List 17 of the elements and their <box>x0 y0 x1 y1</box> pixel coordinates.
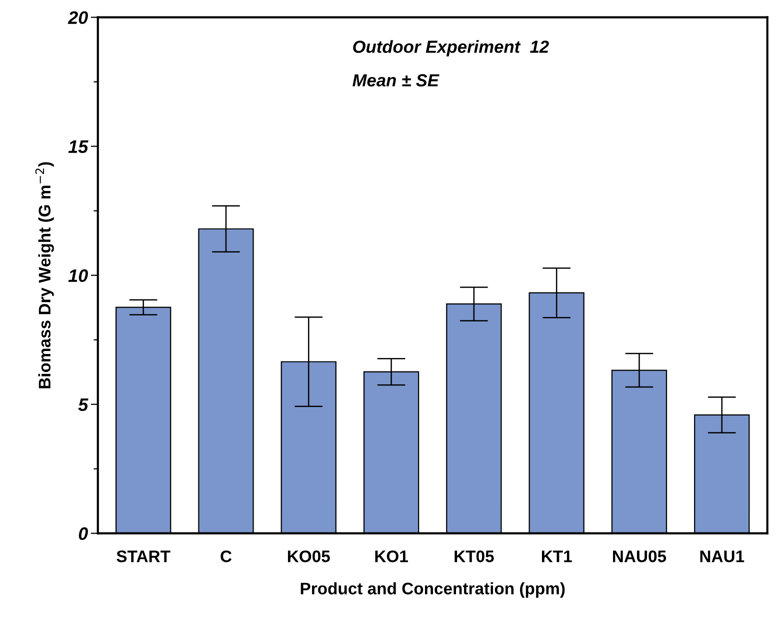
annotation: Outdoor Experiment 12 <box>353 40 549 56</box>
x-tick-label: START <box>116 550 170 562</box>
x-axis-title: Product and Concentration (ppm) <box>300 582 565 598</box>
y-axis-title: Biomass Dry Weight (G m$^{−2}$) <box>35 162 54 388</box>
annotation: Mean ± SE <box>352 74 440 86</box>
x-tick-label: NAU05 <box>613 550 666 562</box>
y-tick-label: 5 <box>78 398 88 412</box>
x-tick-label: C <box>220 550 232 562</box>
x-tick-label: NAU1 <box>700 550 744 562</box>
x-tick-label: KT05 <box>454 550 494 562</box>
y-tick-label: 10 <box>68 269 88 282</box>
x-tick-label: KT1 <box>542 550 572 562</box>
y-tick-label: 20 <box>68 11 88 24</box>
y-tick-label: 0 <box>78 527 88 540</box>
x-tick-label: KO1 <box>375 550 408 562</box>
y-tick-label: 15 <box>68 140 88 154</box>
x-tick-label: KO05 <box>288 550 330 562</box>
